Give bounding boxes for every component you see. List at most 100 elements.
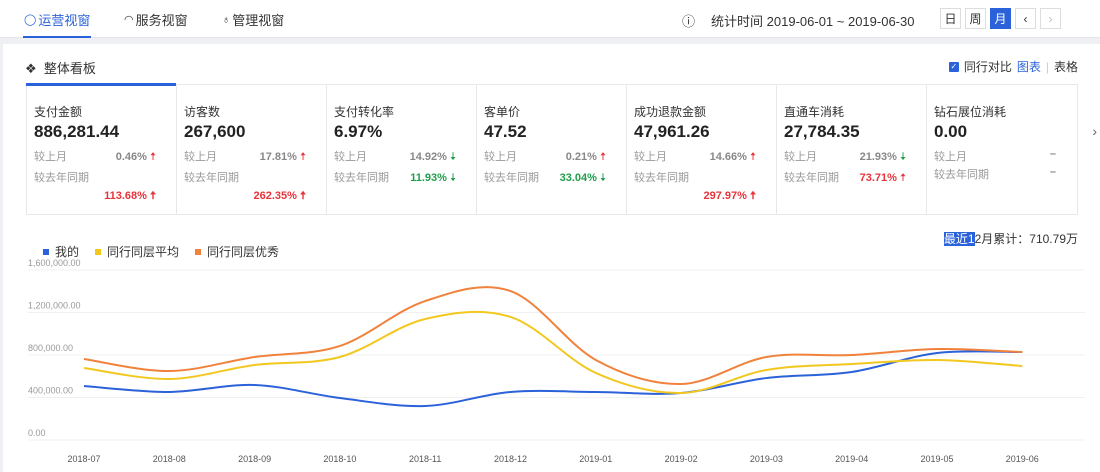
legend-swatch <box>95 248 102 255</box>
series-line <box>83 286 1023 386</box>
period-switch: 日 周 月 ‹ › <box>940 8 1061 29</box>
metric-label: 成功退款金额 <box>634 105 707 119</box>
yoy-label: 较去年同期 <box>334 172 389 184</box>
yoy-label: 较去年同期 <box>934 169 989 181</box>
arrow-down-icon: 🠇 <box>449 172 456 184</box>
compare-label: 同行对比 <box>963 60 1012 74</box>
chart-legend: 我的 同行同层平均 同行同层优秀 <box>43 243 279 260</box>
cumulative-total: 最近12月累计：710.79万 <box>943 230 1078 247</box>
x-tick-label: 2019-04 <box>835 454 868 464</box>
metric-card[interactable]: 钻石展位消耗 0.00 较上月 – 较去年同期 – › <box>927 85 1097 214</box>
table-view-link[interactable]: 表格 <box>1053 60 1078 74</box>
legend-label: 同行同层优秀 <box>207 245 280 259</box>
overview-panel: ❖ 整体看板 ✓ 同行对比 图表 | 表格 支付金额 886,281.44 较上… <box>3 44 1100 472</box>
stat-time: ⓘ 统计时间 2019-06-01 ~ 2019-06-30 <box>682 11 914 30</box>
arrow-down-icon: 🠇 <box>449 151 456 163</box>
metric-label: 直通车消耗 <box>784 105 845 119</box>
tab-operations[interactable]: ◯ 运营视窗 <box>22 10 92 38</box>
arrow-up-icon: 🠅 <box>599 151 606 163</box>
x-tick-label: 2018-09 <box>238 454 271 464</box>
mom-label: 较上月 <box>184 151 217 163</box>
yoy-value: 11.93% <box>410 172 447 184</box>
chevron-right-icon[interactable]: › <box>1092 123 1097 139</box>
mom-label: 较上月 <box>634 151 667 163</box>
mom-value: 0.46% <box>115 151 147 163</box>
metric-value: 886,281.44 <box>34 122 120 141</box>
circle-icon: ◯ <box>24 14 37 26</box>
tab-service[interactable]: ◠ 服务视窗 <box>124 10 188 29</box>
prev-button[interactable]: ‹ <box>1015 8 1036 29</box>
metric-value: 0.00 <box>934 122 968 141</box>
legend-item[interactable]: 同行同层平均 <box>95 243 179 260</box>
separator: | <box>1045 59 1049 74</box>
tab-label: 管理视窗 <box>232 13 285 28</box>
panel-title-text: 整体看板 <box>43 61 96 76</box>
tab-management[interactable]: ♁ 管理视窗 <box>222 10 284 29</box>
top-bar: ◯ 运营视窗 ◠ 服务视窗 ♁ 管理视窗 ⓘ 统计时间 2019-06-01 ~ 20… <box>0 0 1100 38</box>
metric-value: 267,600 <box>184 122 246 141</box>
next-button[interactable]: › <box>1040 8 1061 29</box>
yoy-value: 73.71% <box>859 172 897 184</box>
y-tick-label: 400,000.00 <box>28 386 73 396</box>
metric-card[interactable]: 访客数 267,600 较上月 17.81% 🠅 较去年同期 262.35% 🠅 <box>177 85 327 214</box>
compare-checkbox[interactable]: ✓ <box>948 61 959 72</box>
tab-label: 服务视窗 <box>135 13 188 28</box>
chart-view-link[interactable]: 图表 <box>1016 60 1041 74</box>
view-options: ✓ 同行对比 图表 | 表格 <box>948 58 1078 75</box>
metric-label: 支付金额 <box>34 105 83 119</box>
x-tick-label: 2019-03 <box>750 454 783 464</box>
metric-card[interactable]: 直通车消耗 27,784.35 较上月 21.93% 🠇 较去年同期 73.71% 🠅 <box>777 85 927 214</box>
metric-value: 6.97% <box>334 122 383 141</box>
period-month-button[interactable]: 月 <box>990 8 1011 29</box>
mom-value: 14.66% <box>709 151 747 163</box>
metric-card[interactable]: 支付转化率 6.97% 较上月 14.92% 🠇 较去年同期 11.93% 🠇 <box>327 85 477 214</box>
y-tick-label: 1,600,000.00 <box>28 258 81 268</box>
mom-value: 0.21% <box>565 151 597 163</box>
arrow-up-icon: 🠅 <box>749 190 756 202</box>
arrow-up-icon: 🠅 <box>149 151 156 163</box>
headset-icon: ◠ <box>124 14 134 26</box>
x-tick-label: 2018-08 <box>153 454 186 464</box>
yoy-label: 较去年同期 <box>634 172 689 184</box>
tab-label: 运营视窗 <box>38 13 91 28</box>
person-icon: ♁ <box>222 13 231 26</box>
mom-value: 14.92% <box>409 151 447 163</box>
arrow-up-icon: 🠅 <box>899 172 906 184</box>
legend-item[interactable]: 我的 <box>43 243 79 260</box>
legend-swatch <box>43 248 49 255</box>
yoy-value: 297.97% <box>703 190 747 202</box>
x-tick-label: 2018-11 <box>409 454 441 464</box>
x-tick-label: 2018-07 <box>67 454 100 464</box>
info-icon[interactable]: ⓘ <box>682 14 696 29</box>
metric-label: 客单价 <box>484 105 521 119</box>
yoy-value: – <box>1049 166 1056 178</box>
legend-item[interactable]: 同行同层优秀 <box>195 243 279 260</box>
mom-label: 较上月 <box>484 151 517 163</box>
period-day-button[interactable]: 日 <box>940 8 961 29</box>
mom-label: 较上月 <box>334 151 367 163</box>
y-tick-label: 0.00 <box>28 428 46 438</box>
metric-card[interactable]: 支付金额 886,281.44 较上月 0.46% 🠅 较去年同期 113.68% 🠅 <box>26 83 177 214</box>
mom-label: 较上月 <box>934 151 967 163</box>
period-week-button[interactable]: 周 <box>965 8 986 29</box>
metric-card[interactable]: 客单价 47.52 较上月 0.21% 🠅 较去年同期 33.04% 🠇 <box>477 85 627 214</box>
y-tick-label: 1,200,000.00 <box>28 301 81 311</box>
mom-label: 较上月 <box>784 151 817 163</box>
metric-value: 47,961.26 <box>634 122 710 141</box>
series-line <box>83 350 1023 408</box>
metric-card[interactable]: 成功退款金额 47,961.26 较上月 14.66% 🠅 较去年同期 297.97%… <box>627 85 777 214</box>
x-tick-label: 2019-02 <box>665 454 698 464</box>
yoy-label: 较去年同期 <box>34 172 89 184</box>
arrow-up-icon: 🠅 <box>749 151 756 163</box>
date-range: 2019-06-01 ~ 2019-06-30 <box>766 14 915 29</box>
legend-swatch <box>195 248 202 255</box>
x-tick-label: 2018-12 <box>494 454 527 464</box>
yoy-value: 33.04% <box>559 172 597 184</box>
x-tick-label: 2019-01 <box>579 454 612 464</box>
arrow-up-icon: 🠅 <box>149 190 156 202</box>
yoy-label: 较去年同期 <box>184 172 239 184</box>
arrow-down-icon: 🠇 <box>599 172 606 184</box>
arrow-down-icon: 🠇 <box>899 151 906 163</box>
mom-value: 21.93% <box>859 151 897 163</box>
